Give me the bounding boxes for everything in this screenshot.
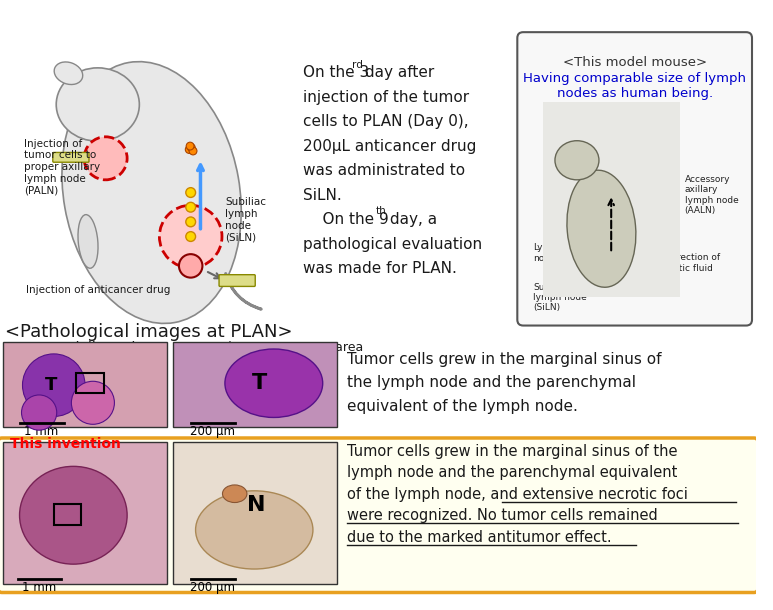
Circle shape (159, 205, 222, 268)
Circle shape (186, 203, 196, 212)
Bar (54, 503, 81, 525)
Ellipse shape (196, 491, 313, 569)
Text: 200 μm: 200 μm (189, 425, 235, 438)
Ellipse shape (225, 349, 322, 417)
Circle shape (22, 354, 85, 417)
Text: Flow direction of
lymphatic fluid: Flow direction of lymphatic fluid (645, 253, 720, 273)
Text: Subiliac
lymph
node
(SiLN): Subiliac lymph node (SiLN) (225, 198, 266, 242)
Text: T: T (251, 373, 267, 393)
Text: of the lymph node, and extensive necrotic foci: of the lymph node, and extensive necroti… (347, 487, 688, 502)
Text: N: N (247, 495, 265, 515)
FancyBboxPatch shape (53, 152, 89, 162)
Text: Injection of
tumor cells to
proper axillary
lymph node
(PALN): Injection of tumor cells to proper axill… (25, 138, 100, 195)
Text: injection of the tumor: injection of the tumor (303, 90, 469, 105)
Ellipse shape (54, 62, 83, 85)
Text: <Pathological images at PLAN>: <Pathological images at PLAN> (5, 323, 292, 340)
FancyBboxPatch shape (219, 274, 255, 287)
Text: Tumor cells grew in the marginal sinus of the: Tumor cells grew in the marginal sinus o… (347, 444, 678, 459)
Circle shape (186, 146, 193, 154)
Text: 200 μm: 200 μm (189, 581, 235, 594)
Ellipse shape (223, 485, 247, 503)
Text: T: T (45, 376, 57, 394)
Text: On the 3: On the 3 (303, 65, 369, 81)
Ellipse shape (555, 141, 599, 180)
Circle shape (187, 143, 196, 151)
Circle shape (189, 147, 197, 155)
FancyBboxPatch shape (0, 438, 758, 592)
Text: SiLN.: SiLN. (303, 188, 342, 203)
Circle shape (186, 142, 194, 150)
Text: 1 mm: 1 mm (24, 425, 58, 438)
Text: Tumor cells grew in the marginal sinus of
the lymph node and the parenchymal
equ: Tumor cells grew in the marginal sinus o… (347, 352, 662, 414)
Text: Lymph
node: Lymph node (533, 243, 563, 263)
Bar (77, 373, 104, 393)
Ellipse shape (19, 467, 127, 564)
FancyBboxPatch shape (517, 32, 752, 326)
Bar (543, 102, 679, 297)
Text: due to the marked antitumor effect.: due to the marked antitumor effect. (347, 530, 611, 545)
Circle shape (179, 254, 203, 278)
Text: th: th (376, 206, 386, 216)
Text: Injection of anticancer drug: Injection of anticancer drug (26, 285, 170, 295)
Text: This invention: This invention (10, 437, 121, 451)
Ellipse shape (62, 62, 241, 323)
Text: day, a: day, a (385, 212, 437, 227)
Text: was made for PLAN.: was made for PLAN. (303, 261, 457, 276)
Circle shape (186, 217, 196, 227)
Text: pathological evaluation: pathological evaluation (303, 237, 482, 251)
Circle shape (186, 188, 196, 198)
Text: cells to PLAN (Day 0),: cells to PLAN (Day 0), (303, 114, 468, 129)
Bar (173, 342, 337, 427)
Text: were recognized. No tumor cells remained: were recognized. No tumor cells remained (347, 508, 658, 523)
Circle shape (22, 395, 56, 430)
Ellipse shape (56, 68, 139, 141)
Text: N:necrosis area、 T:Tumor area: N:necrosis area、 T:Tumor area (173, 341, 363, 354)
Text: Drug not delivered: Drug not delivered (5, 341, 135, 355)
Text: <This model mouse>: <This model mouse> (563, 56, 707, 69)
Bar (3, 442, 167, 584)
Circle shape (186, 232, 196, 242)
Circle shape (71, 381, 114, 425)
Text: 1 mm: 1 mm (22, 581, 56, 594)
Text: On the 9: On the 9 (303, 212, 389, 227)
Text: was administrated to: was administrated to (303, 163, 465, 178)
Text: 200μL anticancer drug: 200μL anticancer drug (303, 138, 476, 154)
Bar (3, 342, 167, 427)
Text: Subiliac
lymph node
(SiLN): Subiliac lymph node (SiLN) (533, 282, 587, 312)
Circle shape (84, 137, 127, 180)
Text: Proper axillary
lymph node
(PALN): Proper axillary lymph node (PALN) (601, 209, 667, 239)
Text: lymph node and the parenchymal equivalent: lymph node and the parenchymal equivalen… (347, 465, 677, 481)
Text: Having comparable size of lymph
nodes as human being.: Having comparable size of lymph nodes as… (523, 72, 746, 100)
Text: day after: day after (360, 65, 434, 81)
Bar (173, 442, 337, 584)
Ellipse shape (567, 170, 636, 287)
FancyArrowPatch shape (226, 273, 261, 309)
Ellipse shape (78, 215, 98, 268)
Text: rd: rd (352, 60, 363, 70)
Text: Accessory
axillary
lymph node
(AALN): Accessory axillary lymph node (AALN) (685, 175, 738, 215)
